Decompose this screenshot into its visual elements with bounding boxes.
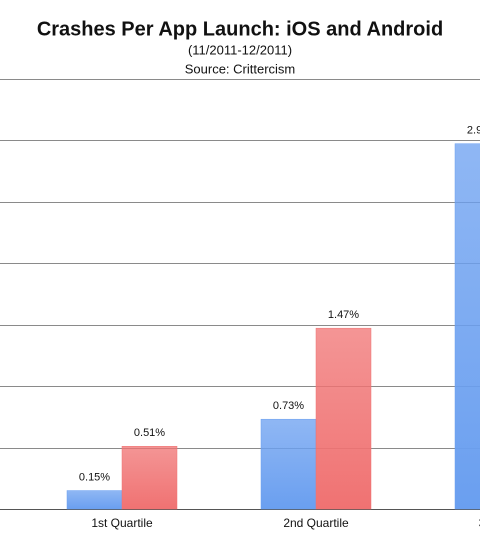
- bar: [315, 327, 372, 510]
- x-tick-label: 3rd Quartile: [479, 516, 480, 530]
- chart-subtitle: (11/2011-12/2011): [188, 42, 292, 57]
- bars: [66, 143, 480, 510]
- chart-source: Source: Crittercism: [185, 61, 296, 76]
- x-tick-label: 2nd Quartile: [283, 516, 349, 530]
- value-label: 0.51%: [134, 427, 165, 439]
- bar: [66, 490, 123, 510]
- value-label: 0.15%: [79, 471, 110, 483]
- labels: 1st Quartile 0.15% 0.51% 2nd Quartile 0.73% 1…: [79, 125, 480, 531]
- value-label: 1.47%: [328, 309, 359, 321]
- bar: [260, 418, 317, 510]
- bar: [454, 143, 480, 510]
- value-label: 0.73%: [273, 400, 304, 412]
- grid: [0, 79, 480, 510]
- chart-title: Crashes Per App Launch: iOS and Android: [37, 18, 443, 40]
- x-tick-label: 1st Quartile: [91, 516, 153, 530]
- bar: [121, 446, 178, 510]
- value-label: 2.97%: [467, 125, 480, 137]
